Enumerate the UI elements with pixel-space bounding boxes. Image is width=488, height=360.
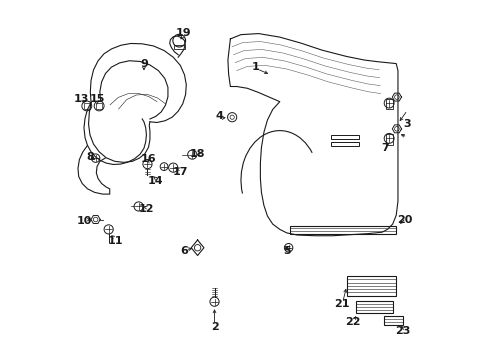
Text: 6: 6: [180, 246, 188, 256]
Text: 19: 19: [176, 27, 191, 37]
Bar: [290, 226, 395, 234]
Bar: [330, 142, 358, 147]
Text: 17: 17: [172, 167, 188, 177]
Bar: [330, 135, 358, 139]
Text: 3: 3: [402, 118, 410, 129]
Text: 9: 9: [140, 59, 147, 68]
Text: 20: 20: [397, 215, 412, 225]
Text: 8: 8: [86, 152, 94, 162]
Text: 7: 7: [381, 143, 389, 153]
Text: 5: 5: [283, 246, 290, 256]
Text: 22: 22: [345, 317, 360, 327]
Text: 13: 13: [74, 94, 89, 104]
Text: 18: 18: [190, 149, 205, 158]
Text: 1: 1: [251, 62, 259, 72]
Text: 16: 16: [141, 154, 156, 164]
Bar: [174, 45, 184, 49]
Bar: [385, 134, 392, 145]
Text: 2: 2: [210, 323, 218, 333]
Text: 4: 4: [215, 112, 224, 121]
Bar: [355, 301, 392, 313]
Text: 21: 21: [333, 299, 348, 309]
Text: 11: 11: [107, 236, 122, 246]
Text: 15: 15: [89, 94, 105, 104]
Text: 14: 14: [147, 176, 163, 186]
Bar: [383, 316, 402, 325]
Bar: [385, 99, 392, 109]
Text: 23: 23: [395, 326, 410, 336]
Text: 10: 10: [77, 216, 92, 226]
Bar: [84, 103, 89, 109]
Bar: [96, 103, 102, 109]
Text: 12: 12: [139, 204, 154, 214]
Bar: [346, 276, 395, 296]
